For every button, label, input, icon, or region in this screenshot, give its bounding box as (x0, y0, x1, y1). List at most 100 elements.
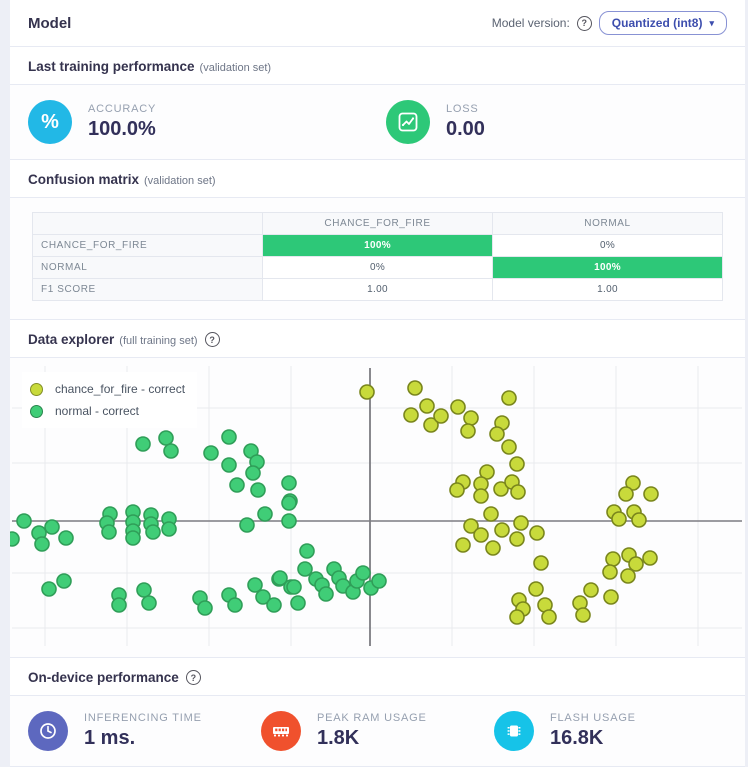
scatter-point[interactable] (603, 589, 619, 605)
scatter-point[interactable] (56, 573, 72, 589)
scatter-point[interactable] (463, 410, 479, 426)
scatter-point[interactable] (450, 399, 466, 415)
help-icon[interactable]: ? (204, 332, 220, 347)
scatter-point[interactable] (355, 565, 371, 581)
scatter-point[interactable] (510, 484, 526, 500)
scatter-point[interactable] (111, 597, 127, 613)
scatter-point[interactable] (501, 390, 517, 406)
scatter-point[interactable] (455, 537, 471, 553)
scatter-point[interactable] (290, 595, 306, 611)
scatter-point[interactable] (509, 456, 525, 472)
scatter-point[interactable] (489, 426, 505, 442)
device-heading: On-device performance (28, 670, 179, 685)
scatter-point[interactable] (281, 513, 297, 529)
scatter-point[interactable] (16, 513, 32, 529)
accuracy-value: 100.0% (88, 118, 156, 140)
scatter-point[interactable] (245, 465, 261, 481)
scatter-point[interactable] (473, 488, 489, 504)
scatter-chart[interactable] (10, 358, 745, 652)
scatter-point[interactable] (575, 607, 591, 623)
scatter-point[interactable] (221, 429, 237, 445)
scatter-point[interactable] (483, 506, 499, 522)
matrix-cell: 1.00 (262, 278, 493, 301)
model-version-dropdown[interactable]: Quantized (int8) ▾ (598, 11, 727, 35)
scatter-point[interactable] (141, 595, 157, 611)
scatter-point[interactable] (297, 561, 313, 577)
scatter-point[interactable] (247, 577, 263, 593)
scatter-point[interactable] (203, 445, 219, 461)
scatter-point[interactable] (419, 398, 435, 414)
help-icon[interactable]: ? (576, 15, 592, 31)
scatter-point[interactable] (145, 524, 161, 540)
scatter-point[interactable] (509, 531, 525, 547)
scatter-point[interactable] (583, 582, 599, 598)
scatter-point[interactable] (541, 609, 557, 625)
scatter-point[interactable] (618, 486, 634, 502)
scatter-point[interactable] (286, 579, 302, 595)
scatter-point[interactable] (158, 430, 174, 446)
scatter-point[interactable] (125, 530, 141, 546)
scatter-point[interactable] (255, 589, 271, 605)
training-metrics: % ACCURACY 100.0% LOSS 0.00 (10, 85, 745, 160)
scatter-point[interactable] (493, 481, 509, 497)
scatter-point[interactable] (281, 495, 297, 511)
scatter-point[interactable] (528, 581, 544, 597)
scatter-point[interactable] (628, 556, 644, 572)
scatter-point[interactable] (460, 423, 476, 439)
scatter-point[interactable] (221, 457, 237, 473)
scatter-point[interactable] (642, 550, 658, 566)
help-icon[interactable]: ? (185, 670, 201, 685)
scatter-point[interactable] (485, 540, 501, 556)
scatter-point[interactable] (449, 482, 465, 498)
scatter-point[interactable] (533, 555, 549, 571)
scatter-point[interactable] (41, 581, 57, 597)
legend-dot-normal (30, 404, 43, 418)
scatter-point[interactable] (501, 439, 517, 455)
scatter-point[interactable] (529, 525, 545, 541)
scatter-point[interactable] (257, 506, 273, 522)
scatter-point[interactable] (161, 521, 177, 537)
scatter-point[interactable] (433, 408, 449, 424)
scatter-point[interactable] (136, 582, 152, 598)
scatter-point[interactable] (625, 475, 641, 491)
scatter-point[interactable] (359, 384, 375, 400)
scatter-point[interactable] (44, 519, 60, 535)
scatter-point[interactable] (643, 486, 659, 502)
scatter-point[interactable] (473, 527, 489, 543)
scatter-point[interactable] (299, 543, 315, 559)
scatter-point[interactable] (239, 517, 255, 533)
scatter-point[interactable] (463, 518, 479, 534)
scatter-point[interactable] (423, 417, 439, 433)
scatter-point[interactable] (407, 380, 423, 396)
scatter-point[interactable] (58, 530, 74, 546)
scatter-point[interactable] (602, 564, 618, 580)
scatter-point[interactable] (479, 464, 495, 480)
clock-icon (28, 711, 68, 751)
scatter-point[interactable] (34, 536, 50, 552)
scatter-point[interactable] (605, 551, 621, 567)
flash-usage-metric: FLASH USAGE 16.8K (494, 711, 727, 751)
scatter-point[interactable] (631, 512, 647, 528)
confusion-subheading: (validation set) (144, 175, 216, 187)
scatter-point[interactable] (163, 443, 179, 459)
scatter-point[interactable] (403, 407, 419, 423)
scatter-point[interactable] (101, 524, 117, 540)
scatter-point[interactable] (227, 597, 243, 613)
scatter-point[interactable] (371, 573, 387, 589)
scatter-point[interactable] (509, 609, 525, 625)
scatter-point[interactable] (10, 531, 20, 547)
model-version-value: Quantized (int8) (611, 16, 703, 30)
scatter-point[interactable] (494, 522, 510, 538)
scatter-point[interactable] (513, 515, 529, 531)
scatter-point[interactable] (281, 475, 297, 491)
scatter-point[interactable] (229, 477, 245, 493)
ram-icon (261, 711, 301, 751)
scatter-point[interactable] (266, 597, 282, 613)
scatter-point[interactable] (620, 568, 636, 584)
scatter-point[interactable] (135, 436, 151, 452)
scatter-point[interactable] (611, 511, 627, 527)
scatter-point[interactable] (318, 586, 334, 602)
scatter-point[interactable] (197, 600, 213, 616)
scatter-point[interactable] (250, 482, 266, 498)
scatter-point[interactable] (272, 570, 288, 586)
